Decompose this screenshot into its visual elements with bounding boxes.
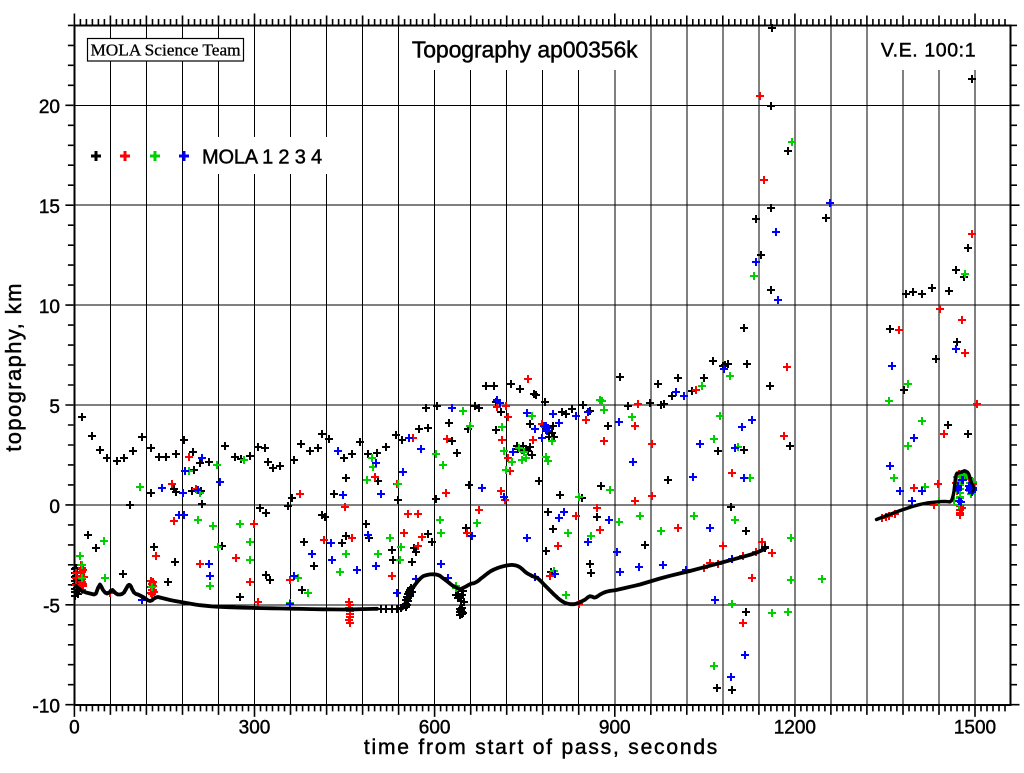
svg-text:300: 300: [239, 718, 271, 739]
svg-text:600: 600: [419, 718, 451, 739]
svg-text:1500: 1500: [954, 718, 996, 739]
svg-text:900: 900: [599, 718, 631, 739]
svg-text:0: 0: [69, 718, 80, 739]
svg-text:10: 10: [39, 297, 60, 318]
svg-text:1200: 1200: [774, 718, 816, 739]
svg-text:-10: -10: [33, 697, 60, 718]
svg-text:topography, km: topography, km: [1, 282, 26, 452]
svg-text:0: 0: [49, 497, 60, 518]
svg-text:MOLA Science Team: MOLA Science Team: [90, 41, 241, 60]
svg-text:5: 5: [49, 397, 60, 418]
svg-text:Topography ap00356k: Topography ap00356k: [412, 37, 638, 63]
svg-text:20: 20: [39, 97, 60, 118]
svg-text:time from start of pass, secon: time from start of pass, seconds: [364, 736, 719, 759]
svg-text:MOLA 1 2 3 4: MOLA 1 2 3 4: [202, 147, 322, 169]
svg-text:-5: -5: [43, 597, 60, 618]
svg-text:15: 15: [39, 197, 60, 218]
svg-text:V.E. 100:1: V.E. 100:1: [881, 40, 976, 62]
